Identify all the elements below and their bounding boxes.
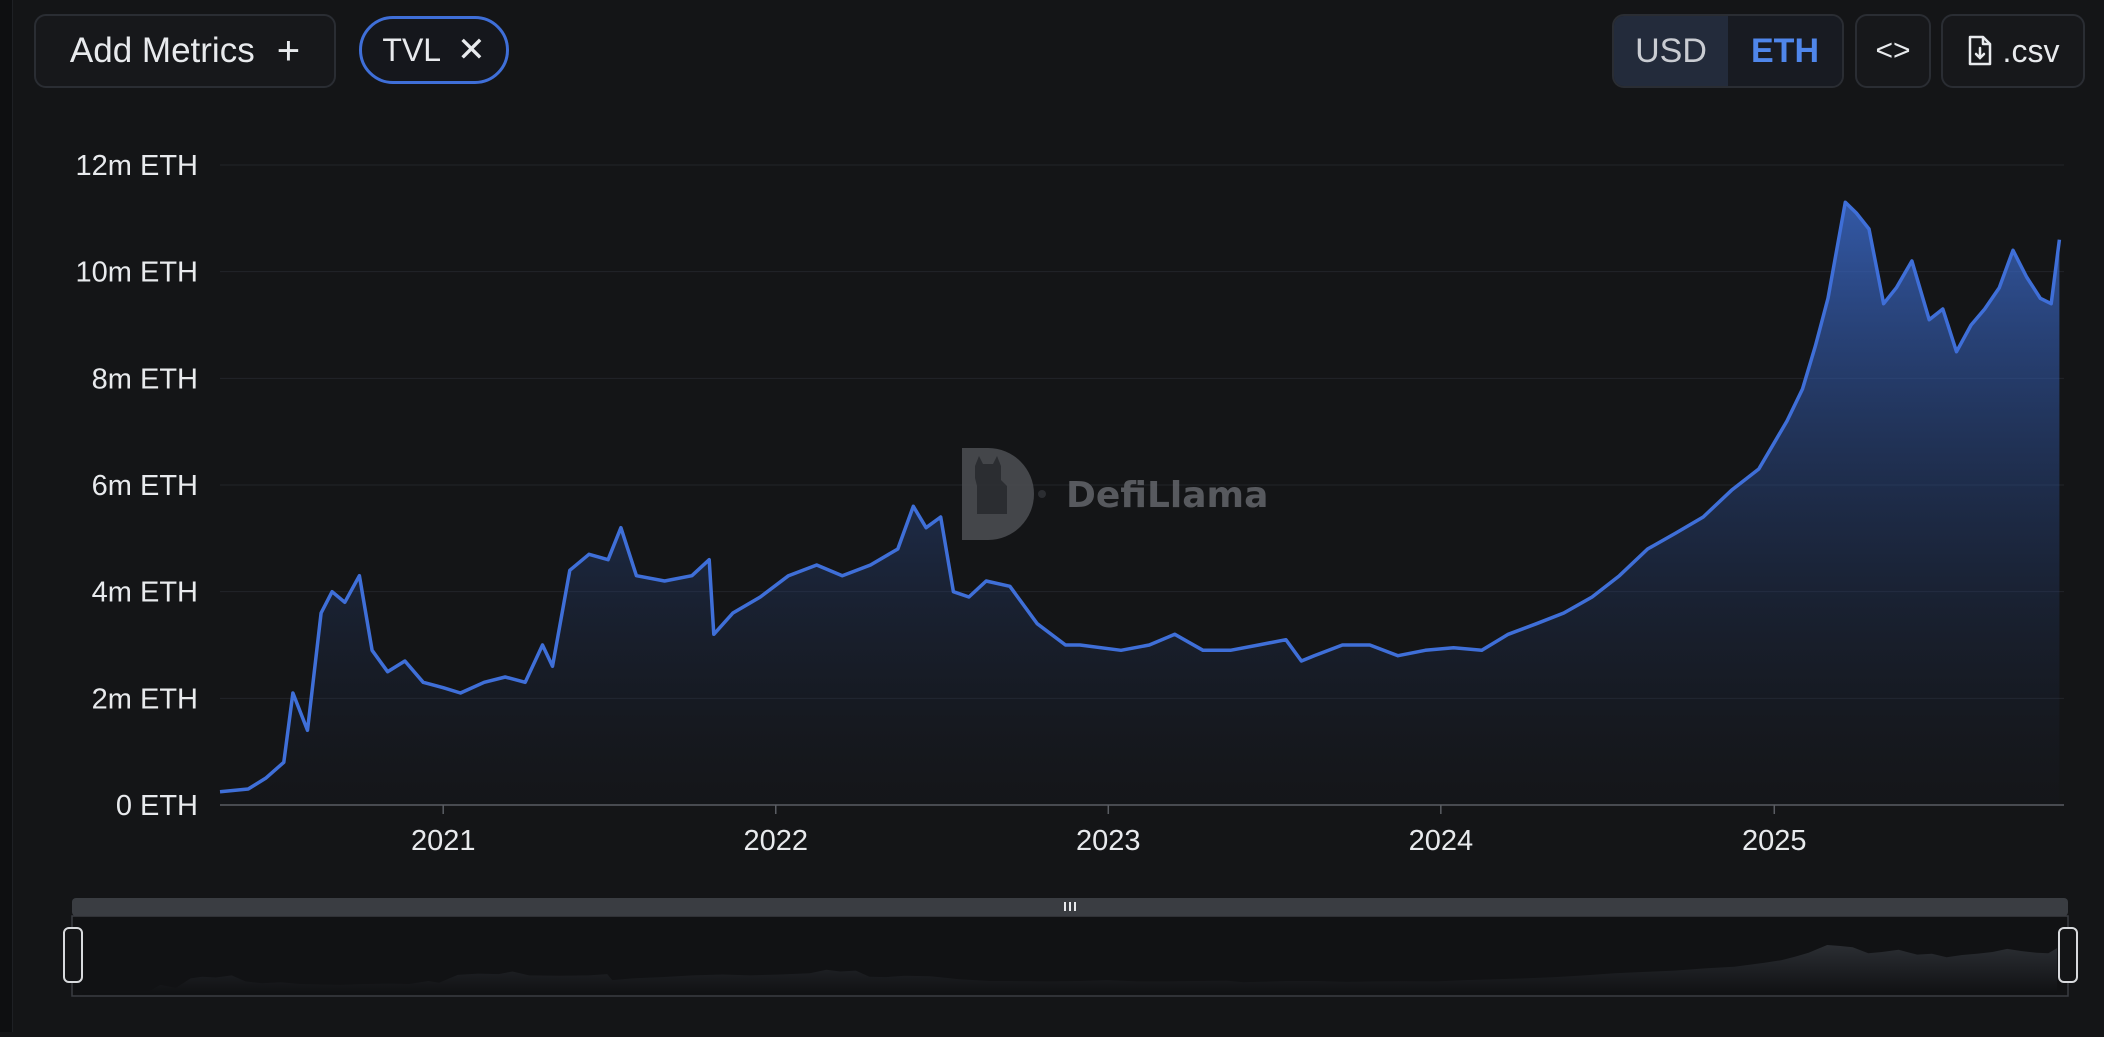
range-selector[interactable] — [63, 898, 2078, 997]
embed-button[interactable]: <> — [1855, 14, 1931, 88]
watermark-text: DefiLlama — [1066, 475, 1268, 516]
x-axis-ticks: 2021 2022 2023 2024 2025 — [411, 805, 1807, 857]
chart-toolbar: Add Metrics + TVL ✕ USD ETH <> .csv — [0, 0, 2104, 110]
file-download-icon — [1968, 35, 1991, 66]
y-tick-label: 12m ETH — [76, 150, 198, 182]
add-metrics-button[interactable]: Add Metrics + — [34, 14, 336, 88]
tvl-chart: 0 ETH 2m ETH 4m ETH 6m ETH 8m ETH 10m ETH 12m … — [0, 110, 2104, 1037]
download-csv-button[interactable]: .csv — [1941, 14, 2085, 88]
x-tick-label: 2025 — [1742, 825, 1807, 857]
range-selector-preview — [82, 945, 2058, 994]
metric-pill-tvl[interactable]: TVL ✕ — [359, 16, 509, 84]
y-axis-ticks: 0 ETH 2m ETH 4m ETH 6m ETH 8m ETH 10m ETH 12m … — [76, 150, 198, 822]
x-tick-label: 2022 — [743, 825, 808, 857]
x-tick-label: 2021 — [411, 825, 476, 857]
close-icon[interactable]: ✕ — [457, 31, 486, 69]
y-tick-label: 2m ETH — [92, 683, 198, 715]
range-handle-right[interactable] — [2058, 927, 2078, 983]
x-tick-label: 2024 — [1409, 825, 1474, 857]
tvl-area-fill — [220, 202, 2060, 806]
metric-pill-label: TVL — [382, 31, 442, 68]
denomination-toggle: USD ETH — [1612, 14, 1844, 88]
y-tick-label: 10m ETH — [76, 257, 198, 289]
denomination-usd-button[interactable]: USD — [1614, 16, 1728, 86]
add-metrics-label: Add Metrics — [69, 31, 255, 70]
llama-logo-icon — [962, 448, 1046, 540]
range-handle-left[interactable] — [63, 927, 83, 983]
y-tick-label: 8m ETH — [92, 363, 198, 395]
download-csv-label: .csv — [2002, 32, 2060, 69]
tvl-series-line — [219, 200, 2062, 794]
drag-grip-icon[interactable] — [1064, 902, 1076, 911]
y-tick-label: 0 ETH — [116, 790, 198, 822]
y-tick-label: 4m ETH — [92, 577, 198, 609]
left-panel-edge — [0, 0, 13, 1032]
tvl-chart-svg: 0 ETH 2m ETH 4m ETH 6m ETH 8m ETH 10m ETH 12m … — [63, 150, 2078, 997]
code-brackets-icon: <> — [1875, 34, 1911, 67]
watermark: DefiLlama — [962, 448, 1268, 540]
x-tick-label: 2023 — [1076, 825, 1141, 857]
plus-icon: + — [276, 29, 301, 73]
denomination-eth-button[interactable]: ETH — [1728, 16, 1842, 86]
y-tick-label: 6m ETH — [92, 470, 198, 502]
